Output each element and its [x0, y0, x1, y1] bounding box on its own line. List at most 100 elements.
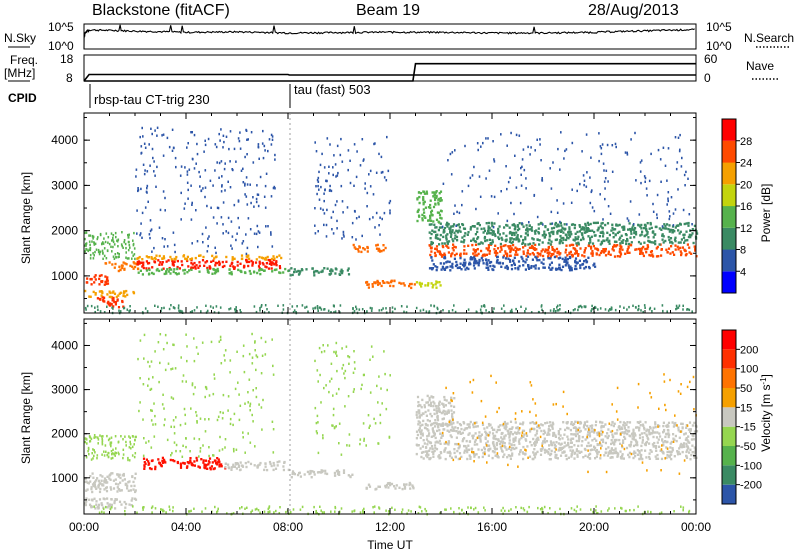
heatmap-point: [93, 241, 95, 244]
heatmap-point: [433, 304, 435, 308]
heatmap-point: [161, 237, 164, 240]
heatmap-cell: [564, 251, 567, 254]
heatmap-point: [682, 308, 684, 311]
heatmap-point: [135, 435, 137, 439]
heatmap-cell: [574, 248, 577, 251]
heatmap-point: [540, 159, 542, 162]
heatmap-cell: [548, 251, 551, 254]
heatmap-point: [263, 144, 266, 148]
heatmap-cell: [198, 254, 201, 257]
heatmap-point: [559, 308, 561, 311]
heatmap-point: [218, 161, 221, 165]
heatmap-cell: [422, 457, 425, 460]
heatmap-cell: [542, 432, 545, 436]
heatmap-point: [131, 435, 134, 438]
heatmap-cell: [559, 221, 562, 225]
colorbar-swatch: [722, 227, 736, 250]
heatmap-cell: [227, 466, 230, 469]
heatmap-cell: [170, 258, 173, 261]
heatmap-cell: [567, 230, 570, 234]
heatmap-cell: [624, 437, 627, 440]
heatmap-point: [330, 510, 332, 513]
heatmap-point: [188, 168, 191, 171]
heatmap-cell: [261, 257, 264, 260]
heatmap-point: [388, 436, 391, 439]
heatmap-point: [101, 249, 104, 252]
heatmap-cell: [106, 497, 109, 500]
heatmap-point: [640, 309, 642, 312]
heatmap-cell: [556, 267, 559, 271]
heatmap-point: [378, 309, 381, 312]
heatmap-point: [212, 392, 215, 396]
heatmap-point: [539, 138, 541, 141]
heatmap-point: [174, 156, 177, 160]
heatmap-point: [107, 236, 110, 239]
heatmap-cell: [410, 282, 413, 286]
heatmap-point: [227, 395, 230, 398]
heatmap-cell: [214, 261, 217, 265]
heatmap-cell: [194, 267, 197, 270]
heatmap-cell: [420, 414, 423, 417]
heatmap-cell: [421, 217, 424, 220]
heatmap-cell: [555, 453, 558, 457]
heatmap-cell: [431, 427, 434, 430]
heatmap-cell: [534, 434, 537, 437]
heatmap-cell: [546, 251, 549, 254]
heatmap-point: [363, 507, 365, 511]
heatmap-cell: [661, 234, 664, 237]
heatmap-cell: [458, 444, 461, 447]
heatmap-cell: [494, 254, 498, 257]
heatmap-point: [254, 349, 256, 352]
heatmap-cell: [349, 475, 352, 479]
heatmap-cell: [604, 435, 607, 438]
heatmap-cell: [649, 425, 652, 429]
heatmap-cell: [579, 247, 582, 250]
heatmap-point: [129, 246, 131, 249]
heatmap-cell: [556, 251, 559, 255]
heatmap-cell: [93, 483, 96, 486]
heatmap-cell: [438, 403, 441, 406]
heatmap-cell: [268, 262, 271, 265]
heatmap-cell: [552, 226, 556, 230]
heatmap-cell: [564, 428, 567, 432]
heatmap-cell: [495, 261, 498, 264]
heatmap-cell: [488, 424, 491, 427]
heatmap-point: [127, 240, 130, 244]
heatmap-point: [173, 441, 176, 444]
heatmap-cell: [211, 254, 214, 258]
heatmap-point: [630, 138, 632, 141]
heatmap-cell: [590, 235, 593, 238]
heatmap-point: [202, 241, 204, 244]
heatmap-point: [547, 512, 549, 515]
heatmap-cell: [428, 399, 431, 402]
heatmap-cell: [564, 233, 567, 236]
heatmap-cell: [109, 505, 112, 508]
heatmap-cell: [431, 447, 434, 450]
heatmap-point: [249, 409, 251, 412]
heatmap-cell: [450, 397, 453, 400]
heatmap-point: [447, 159, 449, 162]
colorbar-tick-label: 20: [740, 179, 752, 191]
heatmap-point: [506, 187, 508, 191]
heatmap-cell: [588, 432, 591, 435]
heatmap-cell: [463, 449, 466, 452]
heatmap-cell: [236, 260, 239, 264]
heatmap-point: [84, 250, 86, 253]
heatmap-cell: [421, 423, 424, 427]
heatmap-point: [247, 432, 249, 435]
heatmap-cell: [119, 476, 122, 480]
heatmap-cell: [154, 467, 157, 471]
heatmap-cell: [658, 445, 661, 448]
heatmap-point: [323, 212, 326, 215]
heatmap-point: [348, 444, 351, 447]
heatmap-cell: [611, 248, 614, 251]
heatmap-cell: [522, 241, 525, 244]
heatmap-cell: [667, 247, 671, 250]
heatmap-cell: [484, 430, 487, 433]
heatmap-cell: [569, 266, 572, 269]
heatmap-point: [110, 441, 113, 444]
heatmap-point: [475, 207, 477, 211]
heatmap-point: [200, 189, 202, 193]
heatmap-cell: [239, 262, 242, 265]
heatmap-cell: [522, 421, 525, 424]
